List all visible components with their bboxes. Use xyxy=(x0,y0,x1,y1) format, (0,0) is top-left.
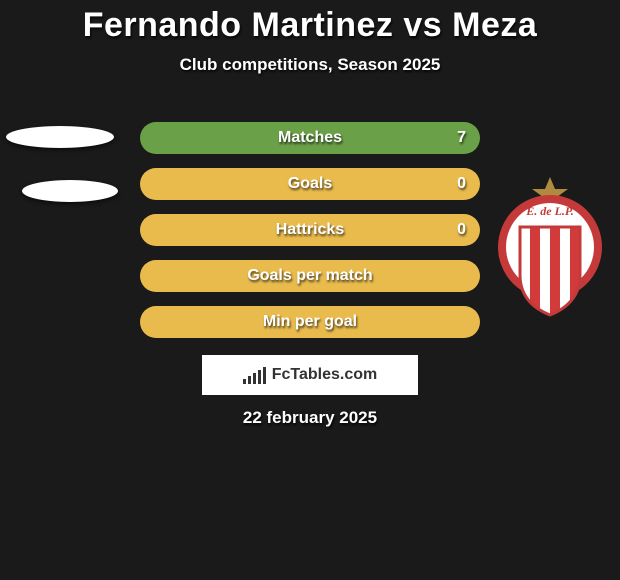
page-subtitle: Club competitions, Season 2025 xyxy=(0,55,620,75)
crest-stripes xyxy=(520,227,580,317)
placeholder-ellipse xyxy=(6,126,114,148)
stat-label: Goals xyxy=(288,175,332,193)
stat-row: Hattricks 0 xyxy=(140,214,480,246)
club-crest: E. de L.P. xyxy=(497,177,603,317)
stat-label: Hattricks xyxy=(276,221,344,239)
stat-row: Goals per match xyxy=(140,260,480,292)
stat-value-right: 0 xyxy=(457,168,466,200)
page-title: Fernando Martinez vs Meza xyxy=(0,0,620,45)
stat-row: Min per goal xyxy=(140,306,480,338)
watermark-text: FcTables.com xyxy=(272,366,378,384)
watermark-bars-icon xyxy=(243,367,266,384)
stat-value-right: 7 xyxy=(457,122,466,154)
stat-label: Goals per match xyxy=(247,267,372,285)
placeholder-ellipse xyxy=(22,180,118,202)
stat-row: Goals 0 xyxy=(140,168,480,200)
stat-value-right: 0 xyxy=(457,214,466,246)
watermark: FcTables.com xyxy=(202,355,418,395)
crest-ring-text: E. de L.P. xyxy=(525,204,573,218)
stat-row: Matches 7 xyxy=(140,122,480,154)
stat-label: Min per goal xyxy=(263,313,357,331)
date-text: 22 february 2025 xyxy=(0,408,620,428)
stat-label: Matches xyxy=(278,129,342,147)
stats-rows: Matches 7 Goals 0 Hattricks 0 Goals per match M… xyxy=(140,122,480,352)
